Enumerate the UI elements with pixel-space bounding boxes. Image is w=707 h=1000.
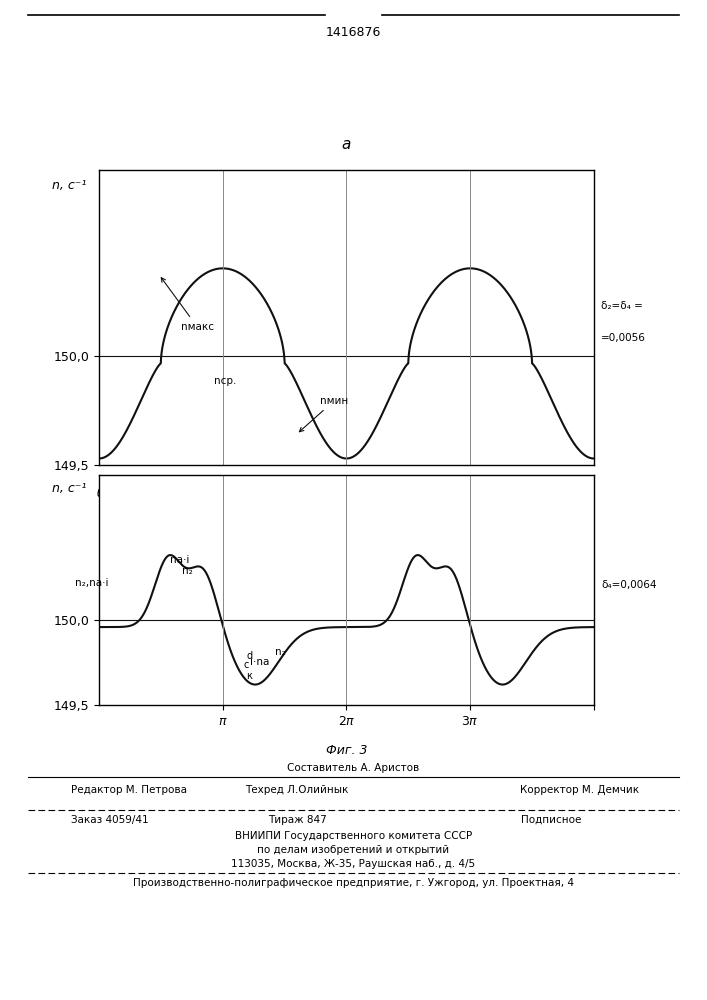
Text: n, c⁻¹: n, c⁻¹ bbox=[52, 482, 86, 495]
Text: Составитель А. Аристов: Составитель А. Аристов bbox=[287, 763, 420, 773]
Text: c: c bbox=[243, 660, 248, 670]
Text: Фиг. 2: Фиг. 2 bbox=[326, 487, 367, 500]
Text: n, c⁻¹: n, c⁻¹ bbox=[52, 179, 86, 192]
Text: d: d bbox=[246, 651, 252, 661]
Text: Подписное: Подписное bbox=[521, 815, 582, 825]
Text: б: б bbox=[96, 487, 104, 500]
Text: Производственно-полиграфическое предприятие, г. Ужгород, ул. Проектная, 4: Производственно-полиграфическое предприя… bbox=[133, 878, 574, 888]
Text: Тираж 847: Тираж 847 bbox=[267, 815, 327, 825]
Text: nмин: nмин bbox=[299, 396, 349, 432]
Text: nа·i: nа·i bbox=[170, 555, 189, 565]
Text: Заказ 4059/41: Заказ 4059/41 bbox=[71, 815, 148, 825]
Text: ВНИИПИ Государственного комитета СССР: ВНИИПИ Государственного комитета СССР bbox=[235, 831, 472, 841]
Text: 113035, Москва, Ж-35, Раушская наб., д. 4/5: 113035, Москва, Ж-35, Раушская наб., д. … bbox=[231, 859, 476, 869]
Text: a: a bbox=[341, 137, 351, 152]
Text: по делам изобретений и открытий: по делам изобретений и открытий bbox=[257, 845, 450, 855]
Text: n₂: n₂ bbox=[274, 647, 286, 657]
Text: n₂,nа·i: n₂,nа·i bbox=[76, 578, 109, 588]
Text: =0,0056: =0,0056 bbox=[601, 333, 646, 343]
Text: Корректор М. Демчик: Корректор М. Демчик bbox=[520, 785, 639, 795]
Text: δ₄=0,0064: δ₄=0,0064 bbox=[601, 580, 657, 590]
Text: Фиг. 3: Фиг. 3 bbox=[326, 744, 367, 757]
Text: nмакс: nмакс bbox=[161, 278, 214, 332]
Text: i·nа: i·nа bbox=[250, 657, 269, 667]
Text: к: к bbox=[246, 671, 252, 681]
Text: δ₂=δ₄ =: δ₂=δ₄ = bbox=[601, 301, 643, 311]
Text: Редактор М. Петрова: Редактор М. Петрова bbox=[71, 785, 187, 795]
Text: 1416876: 1416876 bbox=[326, 26, 381, 39]
Text: nср.: nср. bbox=[214, 376, 236, 386]
Text: Техред Л.Олийнык: Техред Л.Олийнык bbox=[245, 785, 349, 795]
Text: n₂: n₂ bbox=[182, 566, 193, 576]
